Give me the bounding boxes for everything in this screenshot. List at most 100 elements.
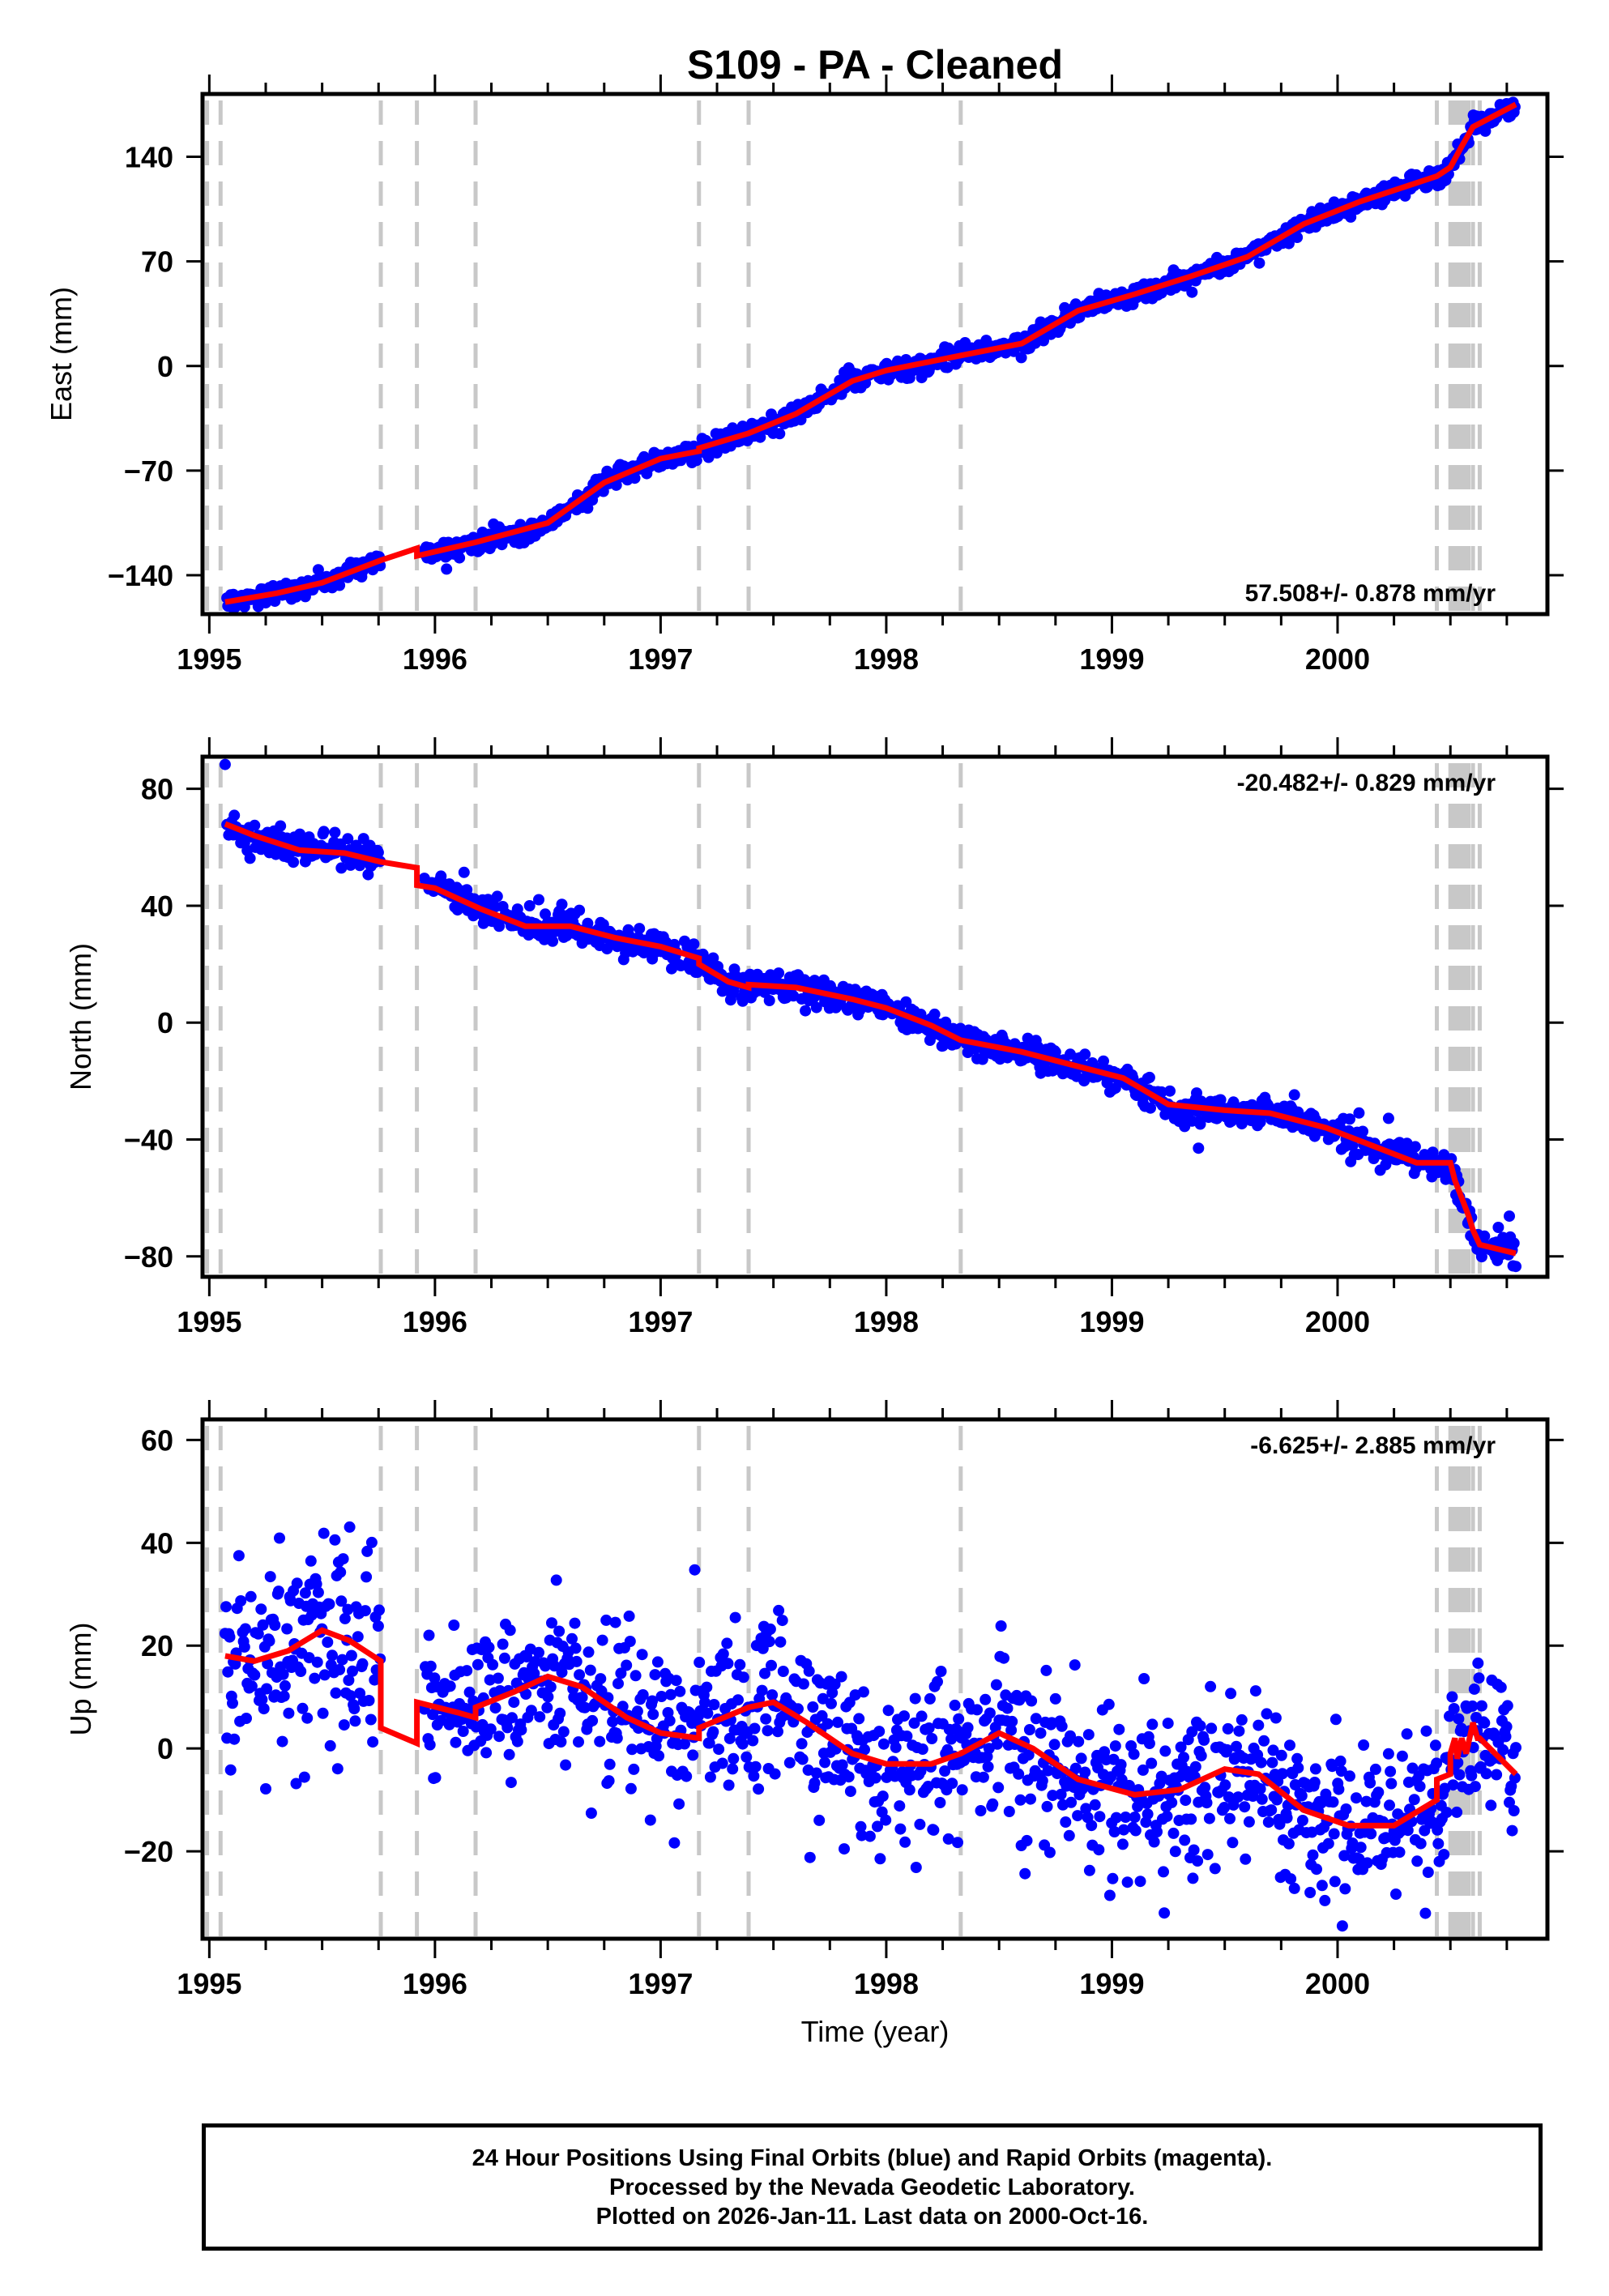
data-point: [311, 1656, 323, 1668]
data-point: [857, 1686, 869, 1698]
data-point: [1025, 1793, 1036, 1805]
data-point: [480, 1747, 493, 1759]
data-point: [1143, 1071, 1155, 1083]
data-point: [1510, 1261, 1522, 1273]
data-point: [1265, 1804, 1278, 1816]
data-point: [924, 1692, 936, 1705]
data-point: [864, 1830, 876, 1842]
data-point: [533, 1646, 544, 1658]
data-point: [504, 1624, 516, 1637]
data-point: [946, 1777, 958, 1790]
data-point: [1385, 1765, 1397, 1777]
data-point: [520, 1688, 532, 1700]
data-point: [429, 1772, 442, 1784]
data-point: [423, 1629, 435, 1641]
data-point: [942, 1833, 954, 1845]
data-point: [753, 1783, 765, 1795]
data-point: [874, 1853, 886, 1865]
data-point: [1194, 1720, 1206, 1732]
data-point: [796, 1738, 808, 1750]
data-point: [233, 1550, 245, 1562]
data-point: [723, 1732, 736, 1744]
data-point: [493, 1731, 506, 1743]
data-point: [1086, 1820, 1098, 1832]
data-point: [749, 1760, 762, 1773]
data-point: [766, 1659, 777, 1671]
data-point: [1103, 1889, 1116, 1901]
data-point: [939, 1765, 951, 1777]
y-tick-label: 20: [141, 1629, 173, 1662]
data-point: [1275, 1749, 1287, 1761]
data-point: [1049, 1692, 1061, 1705]
data-point: [1040, 1664, 1052, 1676]
data-point: [1453, 1769, 1466, 1781]
data-point: [626, 1743, 638, 1756]
data-point: [1145, 1102, 1156, 1114]
data-point: [694, 1656, 706, 1668]
data-point: [245, 1590, 257, 1603]
data-point: [1296, 1815, 1308, 1826]
data-point: [701, 1681, 713, 1693]
x-tick-label: 1999: [1079, 1967, 1144, 2000]
data-point: [775, 1636, 787, 1648]
data-point: [1500, 1721, 1513, 1733]
data-point: [444, 1680, 456, 1692]
x-tick-label: 1995: [177, 642, 241, 676]
data-point: [1079, 1048, 1091, 1061]
data-point: [487, 1658, 499, 1671]
data-point: [604, 1758, 616, 1770]
data-point: [1491, 1769, 1503, 1781]
data-point: [734, 1658, 746, 1671]
data-point: [763, 995, 775, 1006]
data-point: [647, 1709, 659, 1720]
data-point: [1466, 1700, 1479, 1712]
data-point: [976, 1053, 988, 1065]
y-axis-label: North (mm): [64, 943, 97, 1090]
data-point: [1291, 232, 1304, 243]
data-point: [1473, 1672, 1485, 1684]
data-point: [935, 1666, 947, 1677]
data-point: [1239, 1801, 1251, 1813]
data-point: [277, 1668, 289, 1680]
data-point: [1233, 1725, 1245, 1737]
x-tick-label: 1998: [854, 1305, 919, 1338]
data-point: [1508, 1805, 1520, 1816]
data-point: [992, 1738, 1003, 1750]
data-point: [1495, 1681, 1507, 1693]
data-point: [424, 1739, 436, 1751]
data-point: [890, 1741, 902, 1753]
data-point: [721, 1637, 733, 1649]
data-point: [1036, 1775, 1048, 1786]
data-point: [448, 1620, 460, 1631]
data-point: [1094, 1811, 1106, 1823]
data-point: [1186, 1726, 1198, 1738]
data-point: [909, 1692, 921, 1705]
data-point: [839, 1843, 850, 1855]
data-point: [1042, 1765, 1054, 1777]
data-point: [992, 1782, 1005, 1794]
data-point: [1218, 1802, 1231, 1813]
data-point: [1254, 1783, 1266, 1795]
data-point: [1322, 1837, 1334, 1850]
y-tick-label: 40: [141, 890, 173, 923]
data-point: [574, 1669, 586, 1681]
data-point: [1420, 1725, 1432, 1737]
data-point: [503, 1748, 515, 1760]
data-point: [644, 1814, 656, 1826]
data-point: [511, 1735, 523, 1748]
data-point: [587, 1714, 599, 1726]
data-point: [1390, 1888, 1402, 1900]
data-point: [760, 1713, 772, 1725]
data-point: [869, 1772, 881, 1784]
data-point: [853, 1713, 865, 1725]
data-point: [1247, 1790, 1259, 1802]
data-point: [945, 1733, 958, 1745]
data-point: [1266, 1756, 1278, 1769]
data-point: [546, 1617, 557, 1629]
data-point: [926, 1733, 938, 1744]
data-point: [1409, 1141, 1421, 1153]
data-point: [534, 1711, 546, 1723]
data-point: [508, 1696, 520, 1709]
data-point: [556, 1667, 568, 1679]
footer-info-box: 24 Hour Positions Using Final Orbits (bl…: [202, 2123, 1543, 2251]
